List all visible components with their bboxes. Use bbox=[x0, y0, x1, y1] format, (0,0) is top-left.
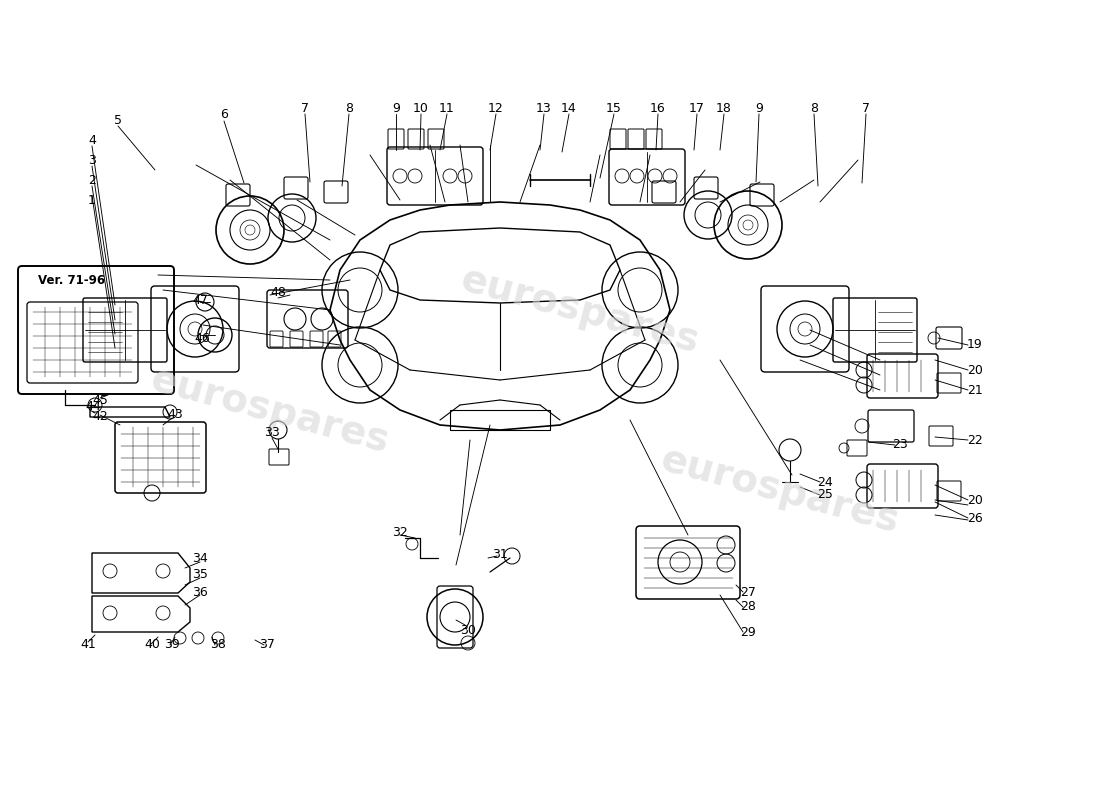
Text: 44: 44 bbox=[85, 401, 101, 414]
Text: 32: 32 bbox=[392, 526, 408, 538]
Text: 40: 40 bbox=[144, 638, 159, 651]
Text: 17: 17 bbox=[689, 102, 705, 114]
Text: 7: 7 bbox=[862, 102, 870, 114]
Text: 12: 12 bbox=[488, 102, 504, 114]
Text: 33: 33 bbox=[264, 426, 279, 438]
Text: 34: 34 bbox=[192, 551, 208, 565]
Text: 38: 38 bbox=[210, 638, 225, 651]
Text: 36: 36 bbox=[192, 586, 208, 598]
Text: 25: 25 bbox=[817, 489, 833, 502]
Text: 1: 1 bbox=[88, 194, 96, 206]
Text: 4: 4 bbox=[88, 134, 96, 146]
Text: 22: 22 bbox=[967, 434, 983, 446]
Text: eurospares: eurospares bbox=[657, 440, 903, 540]
Text: 3: 3 bbox=[88, 154, 96, 166]
Text: 8: 8 bbox=[345, 102, 353, 114]
Text: 30: 30 bbox=[460, 623, 476, 637]
Text: 39: 39 bbox=[164, 638, 180, 651]
Text: 21: 21 bbox=[967, 383, 983, 397]
Text: 26: 26 bbox=[967, 511, 983, 525]
Text: 15: 15 bbox=[606, 102, 621, 114]
Text: 19: 19 bbox=[967, 338, 983, 351]
Text: 11: 11 bbox=[439, 102, 455, 114]
Text: 2: 2 bbox=[88, 174, 96, 186]
Text: eurospares: eurospares bbox=[456, 260, 704, 360]
Text: 6: 6 bbox=[220, 109, 228, 122]
Text: 20: 20 bbox=[967, 494, 983, 506]
Text: 23: 23 bbox=[892, 438, 907, 451]
Text: 48: 48 bbox=[271, 286, 286, 298]
Text: eurospares: eurospares bbox=[146, 360, 394, 460]
Text: 46: 46 bbox=[194, 331, 210, 345]
Text: 7: 7 bbox=[301, 102, 309, 114]
Text: 41: 41 bbox=[80, 638, 96, 651]
Text: 35: 35 bbox=[192, 569, 208, 582]
Text: 37: 37 bbox=[260, 638, 275, 651]
Text: 42: 42 bbox=[92, 410, 108, 423]
Text: 28: 28 bbox=[740, 601, 756, 614]
Text: 9: 9 bbox=[755, 102, 763, 114]
Text: 9: 9 bbox=[392, 102, 400, 114]
Text: 47: 47 bbox=[192, 294, 208, 306]
Text: 45: 45 bbox=[92, 394, 108, 406]
Text: Ver. 71-96: Ver. 71-96 bbox=[39, 274, 106, 286]
Text: 18: 18 bbox=[716, 102, 732, 114]
Text: 29: 29 bbox=[740, 626, 756, 638]
Text: 8: 8 bbox=[810, 102, 818, 114]
Text: 20: 20 bbox=[967, 363, 983, 377]
Text: 43: 43 bbox=[167, 409, 183, 422]
Text: 16: 16 bbox=[650, 102, 666, 114]
Text: 13: 13 bbox=[536, 102, 552, 114]
Text: 10: 10 bbox=[414, 102, 429, 114]
Text: 27: 27 bbox=[740, 586, 756, 598]
Text: 14: 14 bbox=[561, 102, 576, 114]
Text: 5: 5 bbox=[114, 114, 122, 126]
Text: 31: 31 bbox=[492, 547, 508, 561]
Text: 24: 24 bbox=[817, 475, 833, 489]
